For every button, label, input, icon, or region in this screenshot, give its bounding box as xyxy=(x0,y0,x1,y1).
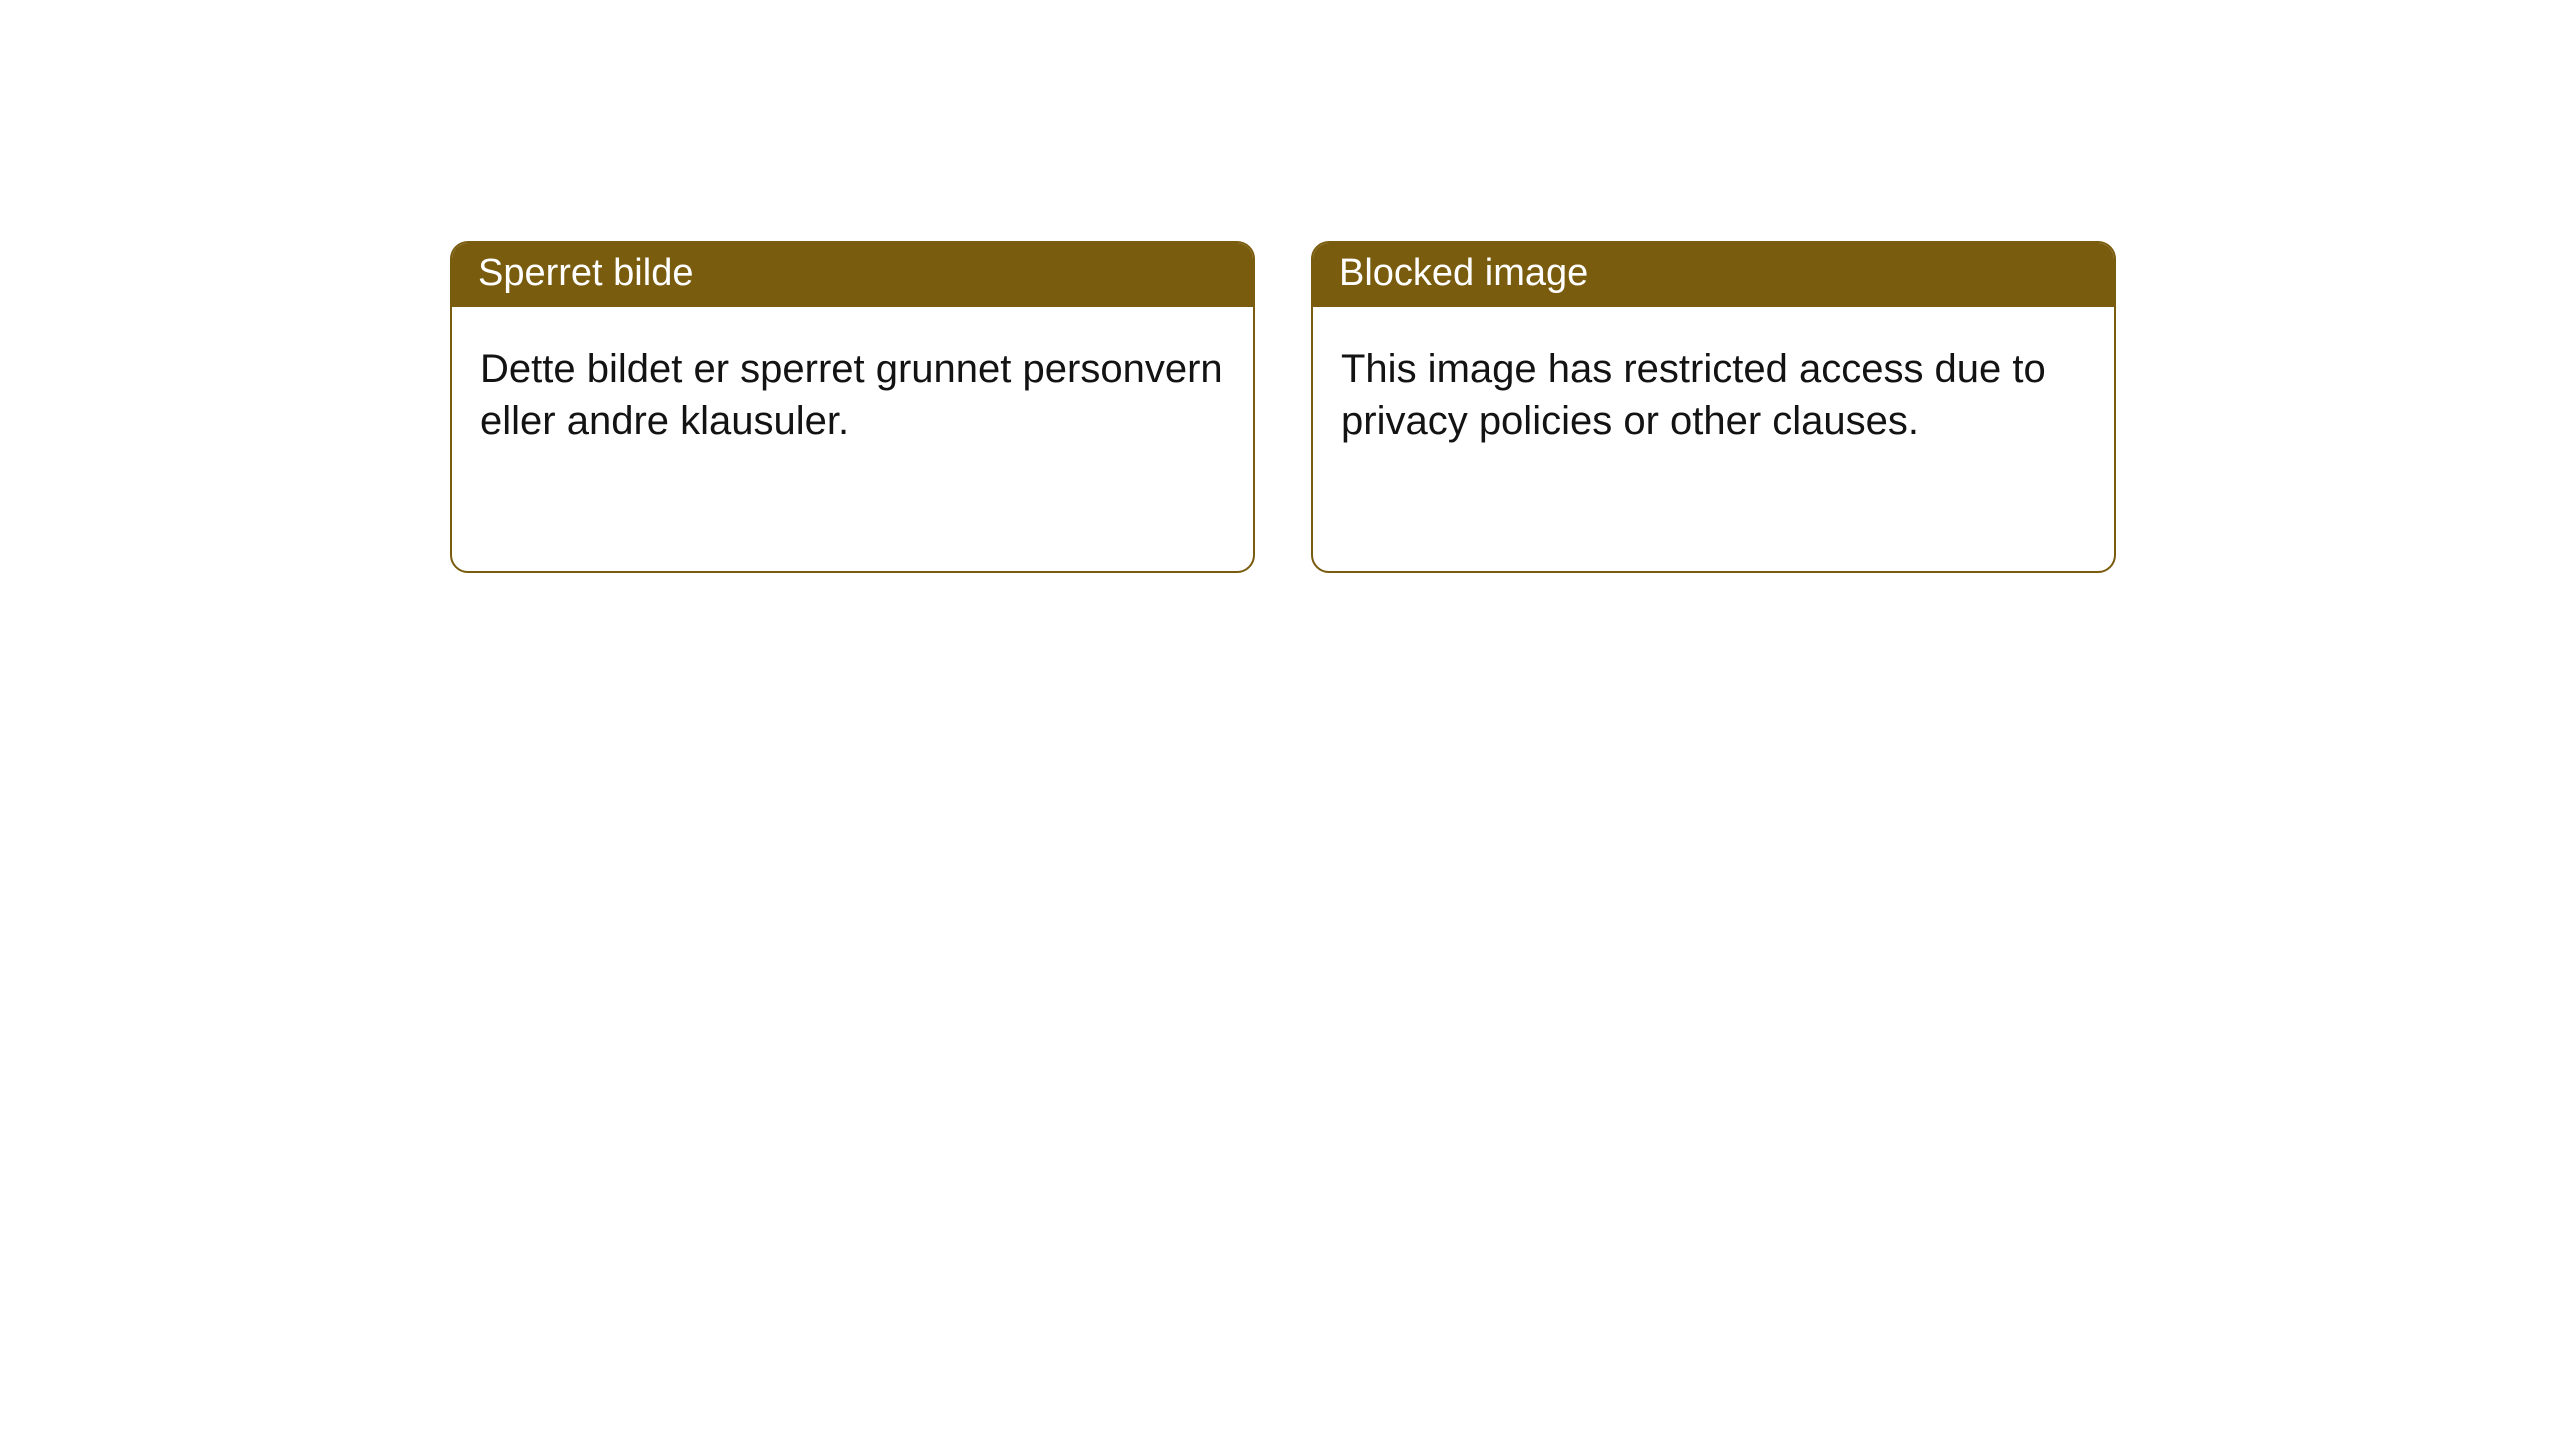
notice-title: Blocked image xyxy=(1339,252,1588,294)
notice-body: Dette bildet er sperret grunnet personve… xyxy=(452,307,1253,475)
notice-message: Dette bildet er sperret grunnet personve… xyxy=(480,347,1223,443)
notice-header: Blocked image xyxy=(1313,243,2114,307)
notice-message: This image has restricted access due to … xyxy=(1341,347,2046,443)
notice-title: Sperret bilde xyxy=(478,252,693,294)
notice-box-norwegian: Sperret bilde Dette bildet er sperret gr… xyxy=(450,241,1255,573)
notice-box-english: Blocked image This image has restricted … xyxy=(1311,241,2116,573)
notice-container: Sperret bilde Dette bildet er sperret gr… xyxy=(0,0,2560,573)
notice-header: Sperret bilde xyxy=(452,243,1253,307)
notice-body: This image has restricted access due to … xyxy=(1313,307,2114,475)
